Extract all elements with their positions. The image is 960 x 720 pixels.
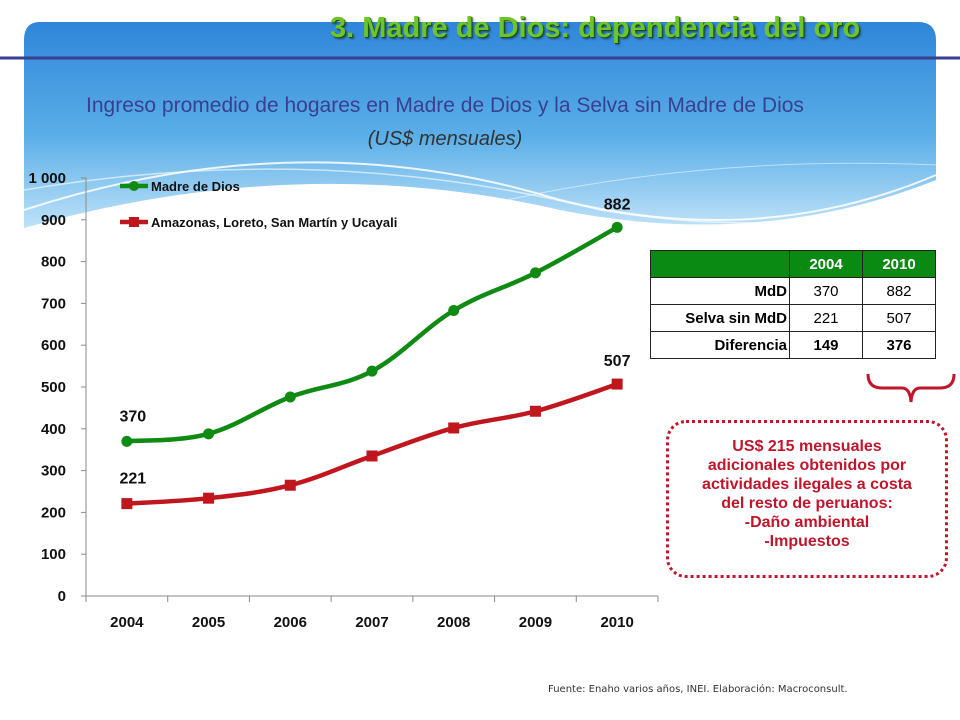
data-point	[121, 498, 133, 510]
chart-unit-label: (US$ mensuales)	[367, 128, 523, 150]
y-tick-label: 1 000	[28, 170, 66, 187]
table-cell: 221	[789, 304, 863, 332]
summary-table: 2004 2010 MdD 370 882 Selva sin MdD 221 …	[650, 250, 936, 359]
source-note: Fuente: Enaho varios años, INEI. Elabora…	[548, 684, 848, 695]
x-tick-label: 2007	[355, 614, 388, 631]
table-row-label: MdD	[650, 277, 790, 305]
data-point	[448, 422, 460, 434]
data-point	[529, 267, 541, 279]
table-row: Diferencia 149 376	[650, 331, 936, 359]
series-line-selva-sin-mdd	[126, 381, 618, 506]
table-cell: 149	[789, 331, 863, 359]
data-point	[203, 428, 215, 440]
data-point	[448, 305, 460, 317]
y-tick-label: 0	[58, 588, 66, 605]
income-line-chart: 0 100 200 300 400 500 600 700 800 900 1 000 2004 200…	[28, 170, 659, 631]
data-point	[611, 221, 623, 233]
y-tick-label: 700	[41, 295, 66, 312]
legend-marker	[129, 181, 139, 191]
data-label: 507	[604, 353, 631, 370]
y-tick-label: 200	[41, 504, 66, 521]
data-point	[284, 391, 296, 403]
page-title: 3. Madre de Dios: dependencia del oro	[330, 12, 861, 44]
x-tick-label: 2009	[519, 614, 552, 631]
data-label: 221	[120, 471, 147, 488]
table-header-2010: 2010	[862, 250, 936, 278]
legend-label: Madre de Dios	[151, 179, 240, 194]
data-point	[366, 450, 378, 462]
table-cell: 507	[862, 304, 936, 332]
data-point	[366, 365, 378, 377]
table-row: Selva sin MdD 221 507	[650, 304, 936, 332]
table-row: MdD 370 882	[650, 277, 936, 305]
x-tick-label: 2004	[110, 614, 144, 631]
data-point	[611, 378, 623, 390]
table-cell: 882	[862, 277, 936, 305]
callout-line: -Impuestos	[764, 533, 850, 550]
callout-line: actividades ilegales a costa	[702, 476, 912, 493]
callout-line: adicionales obtenidos por	[707, 457, 907, 474]
y-tick-label: 100	[41, 546, 66, 563]
callout-line: -Daño ambiental	[744, 514, 870, 531]
y-tick-label: 900	[41, 212, 66, 229]
callout-box: US$ 215 mensuales adicionales obtenidos …	[666, 420, 948, 578]
x-tick-label: 2006	[274, 614, 307, 631]
table-header-2004: 2004	[789, 250, 863, 278]
banner-swoosh-3	[299, 162, 937, 260]
banner-swoosh-2	[23, 168, 937, 224]
table-cell: 376	[862, 331, 936, 359]
data-label: 882	[604, 196, 631, 213]
y-tick-label: 500	[41, 379, 66, 396]
table-row-label: Diferencia	[650, 331, 790, 359]
data-point	[121, 435, 133, 447]
table-row-label: Selva sin MdD	[650, 304, 790, 332]
callout-line: del resto de peruanos:	[721, 495, 893, 512]
legend-marker	[129, 217, 139, 227]
banner-shape	[24, 22, 936, 228]
y-tick-label: 800	[41, 254, 66, 271]
y-tick-label: 600	[41, 337, 66, 354]
y-tick-label: 300	[41, 463, 66, 480]
data-point	[284, 479, 296, 491]
x-tick-label: 2010	[600, 614, 633, 631]
table-header-row: 2004 2010	[650, 250, 936, 278]
legend-label: Amazonas, Loreto, San Martín y Ucayali	[151, 215, 397, 230]
chart-subtitle: Ingreso promedio de hogares en Madre de …	[86, 94, 804, 117]
y-tick-label: 400	[41, 421, 66, 438]
x-tick-label: 2008	[437, 614, 470, 631]
data-point	[529, 405, 541, 417]
data-label: 370	[120, 408, 147, 425]
x-tick-label: 2005	[192, 614, 225, 631]
curly-brace-icon	[866, 373, 956, 403]
callout-line: US$ 215 mensuales	[732, 438, 882, 455]
table-cell: 370	[789, 277, 863, 305]
data-point	[203, 492, 215, 504]
header-banner	[0, 22, 960, 260]
table-header-blank	[650, 250, 790, 278]
